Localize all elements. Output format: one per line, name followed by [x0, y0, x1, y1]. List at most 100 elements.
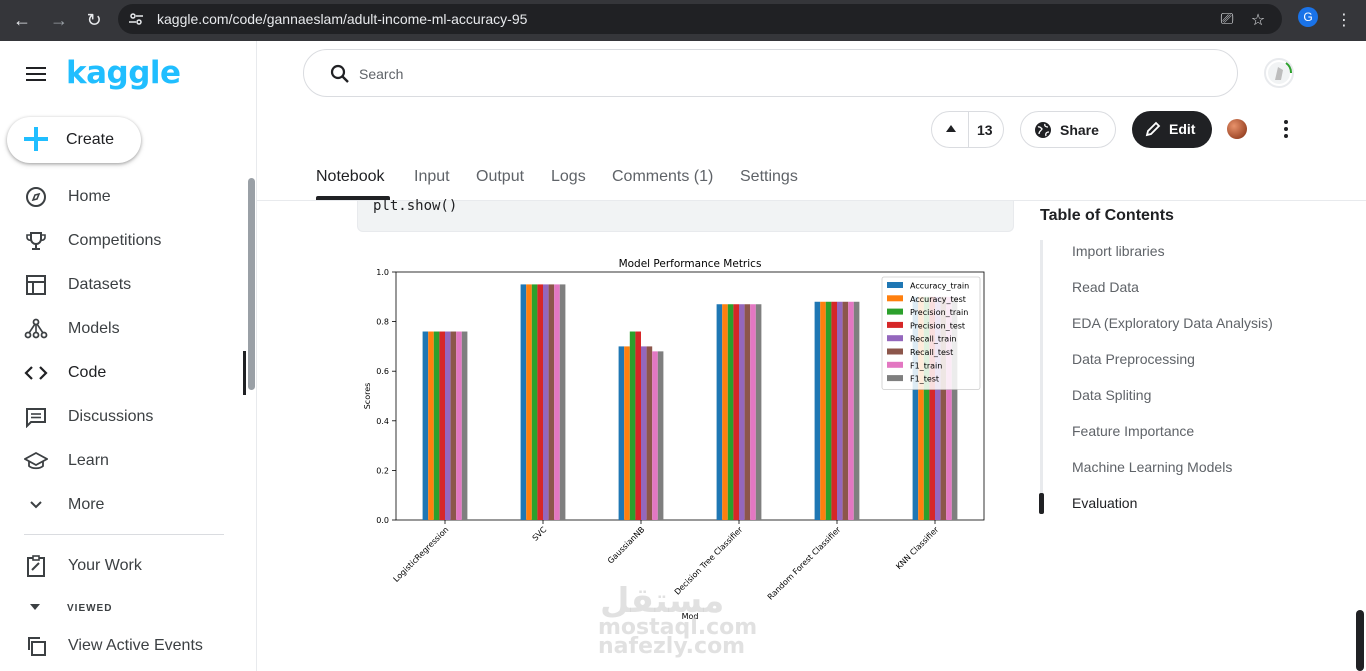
bar	[853, 301, 860, 520]
watermark-arabic: مستقل	[600, 581, 725, 621]
bar	[716, 304, 723, 520]
sidebar-scrollbar[interactable]	[248, 178, 255, 390]
sidebar-item-discussions[interactable]: Discussions	[0, 395, 246, 439]
create-button[interactable]: Create	[7, 117, 141, 163]
bar	[520, 284, 527, 520]
toc-item[interactable]: Data Spliting	[1072, 387, 1152, 403]
legend-swatch	[887, 361, 903, 368]
toc-active-marker	[1039, 493, 1044, 514]
legend-label: Recall_train	[910, 335, 957, 344]
pencil-icon	[1145, 121, 1161, 137]
sidebar-item-your-work[interactable]: Your Work	[0, 544, 246, 588]
install-app-icon[interactable]: ⎚	[1220, 11, 1234, 28]
tab-logs[interactable]: Logs	[551, 168, 586, 185]
toc-item[interactable]: Feature Importance	[1072, 423, 1195, 439]
reload-icon[interactable]: ↻	[86, 9, 102, 30]
vote-divider	[968, 112, 969, 147]
models-icon	[24, 317, 48, 341]
toc-item[interactable]: Read Data	[1072, 279, 1139, 295]
bar	[445, 331, 451, 520]
bar	[935, 296, 941, 520]
create-label: Create	[66, 131, 115, 148]
sidebar-item-label: Datasets	[68, 276, 132, 293]
toc-item[interactable]: EDA (Exploratory Data Analysis)	[1072, 315, 1273, 331]
sidebar-item-label: Code	[68, 364, 107, 381]
bar	[422, 331, 429, 520]
page-scrollbar[interactable]	[1356, 610, 1364, 671]
tab-notebook[interactable]: Notebook	[316, 168, 385, 185]
y-tick-label: 0.6	[376, 367, 389, 376]
search-input[interactable]: Search	[359, 66, 404, 82]
sidebar-item-code[interactable]: Code	[0, 351, 246, 395]
sidebar-item-active-events[interactable]: View Active Events	[0, 624, 246, 668]
upvote-button[interactable]: 13	[931, 111, 1004, 148]
sidebar-item-label: View Active Events	[68, 637, 203, 654]
address-bar[interactable]: kaggle.com/code/gannaeslam/adult-income-…	[118, 4, 1282, 34]
code-cell[interactable]: plt.show()	[357, 198, 1014, 232]
bar	[543, 284, 549, 520]
browser-menu-icon[interactable]: ⋮	[1336, 12, 1352, 29]
bar	[739, 304, 745, 520]
bar	[428, 331, 434, 520]
browser-profile-avatar[interactable]: G	[1298, 7, 1318, 27]
sidebar-item-more[interactable]: More	[0, 483, 246, 527]
more-options-icon[interactable]	[1283, 120, 1289, 138]
share-label: Share	[1060, 122, 1099, 138]
sidebar-item-home[interactable]: Home	[0, 175, 246, 219]
watermark: مستقل mostaql.com nafezly.com	[598, 582, 757, 658]
site-settings-icon[interactable]	[128, 11, 144, 27]
upvote-arrow-icon	[946, 125, 956, 132]
bar	[951, 296, 958, 520]
search-bar[interactable]: Search	[303, 49, 1238, 97]
menu-icon[interactable]	[26, 67, 46, 81]
legend-swatch	[887, 375, 903, 382]
viewed-collapse-icon[interactable]	[30, 604, 40, 610]
tab-input[interactable]: Input	[414, 168, 450, 185]
legend-label: F1_test	[910, 375, 939, 384]
legend-swatch	[887, 348, 903, 355]
chevron-down-icon	[24, 493, 48, 517]
sidebar-item-label: Discussions	[68, 408, 154, 425]
x-axis-label: Mod	[682, 612, 699, 620]
sidebar-item-learn[interactable]: Learn	[0, 439, 246, 483]
tab-settings[interactable]: Settings	[740, 168, 798, 185]
toc-item[interactable]: Machine Learning Models	[1072, 459, 1233, 475]
legend-label: Recall_test	[910, 348, 953, 357]
tab-output[interactable]: Output	[476, 168, 525, 185]
kaggle-logo[interactable]: kaggle	[66, 55, 181, 91]
bar	[755, 304, 762, 520]
author-avatar[interactable]	[1227, 119, 1247, 139]
sidebar-item-label: Models	[68, 320, 120, 337]
share-button[interactable]: Share	[1020, 111, 1116, 148]
forward-icon[interactable]: →	[50, 9, 68, 30]
watermark-nafezly: nafezly.com	[598, 634, 746, 659]
legend-swatch	[887, 335, 903, 342]
bar	[912, 296, 919, 520]
sidebar-item-competitions[interactable]: Competitions	[0, 219, 246, 263]
sidebar-item-datasets[interactable]: Datasets	[0, 263, 246, 307]
legend-label: Precision_train	[910, 308, 968, 317]
y-tick-label: 0.2	[376, 466, 389, 475]
output-chart: Model Performance Metrics 0.0 0.2 0.4 0.6 0.8…	[358, 250, 998, 621]
toc-item[interactable]: Import libraries	[1072, 243, 1165, 259]
back-icon[interactable]: ←	[13, 9, 31, 30]
tab-comments[interactable]: Comments (1)	[612, 168, 714, 185]
user-avatar[interactable]	[1264, 58, 1294, 88]
x-tick-label: GaussianNB	[606, 525, 646, 565]
active-tab-indicator	[316, 196, 390, 200]
legend-swatch	[887, 308, 903, 315]
bar	[946, 296, 952, 520]
bar	[450, 331, 457, 520]
bar	[646, 346, 653, 520]
toc-item-active[interactable]: Evaluation	[1072, 495, 1138, 511]
edit-button[interactable]: Edit	[1132, 111, 1212, 148]
sidebar-item-models[interactable]: Models	[0, 307, 246, 351]
legend-label: Accuracy_train	[910, 282, 969, 291]
url-text: kaggle.com/code/gannaeslam/adult-income-…	[157, 11, 528, 27]
bar	[531, 284, 538, 520]
chart-title: Model Performance Metrics	[619, 258, 762, 270]
bookmark-star-icon[interactable]: ☆	[1250, 12, 1266, 29]
toc-item[interactable]: Data Preprocessing	[1072, 351, 1195, 367]
y-tick-label: 0.8	[376, 318, 389, 327]
sidebar-item-label: Your Work	[68, 557, 142, 574]
